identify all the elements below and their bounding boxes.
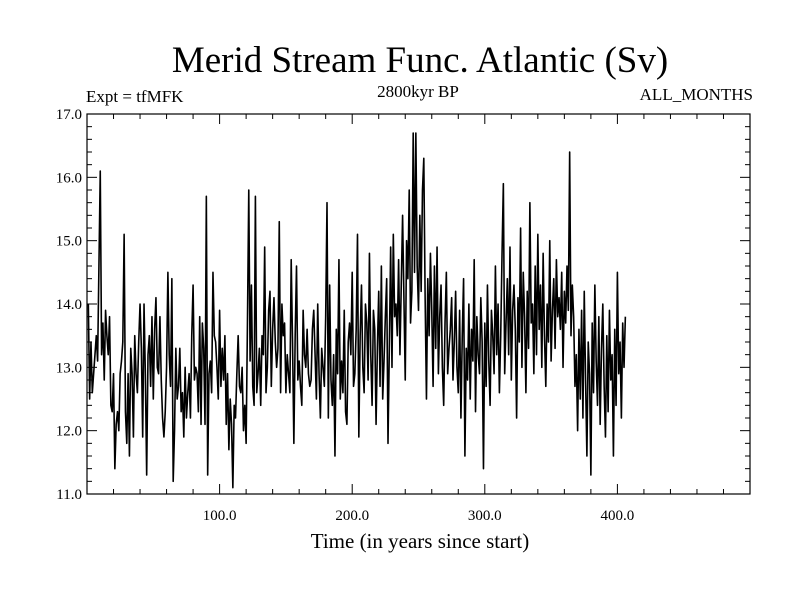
y-tick-label: 15.0	[56, 234, 82, 250]
x-axis-label: Time (in years since start)	[311, 529, 530, 553]
y-tick-label: 12.0	[56, 424, 82, 440]
plot-frame	[86, 113, 751, 495]
period-label: 2800kyr BP	[377, 82, 459, 101]
x-tick-label: 400.0	[601, 508, 635, 524]
series-line	[87, 132, 627, 489]
y-tick-label: 14.0	[56, 297, 82, 313]
y-tick-label: 16.0	[56, 170, 82, 186]
x-tick-label: 300.0	[468, 508, 502, 524]
x-tick-label: 100.0	[203, 508, 237, 524]
months-label: ALL_MONTHS	[640, 85, 753, 104]
axis-ticks	[87, 113, 750, 495]
y-tick-label: 11.0	[56, 487, 82, 503]
y-tick-label: 13.0	[56, 360, 82, 376]
x-tick-label: 200.0	[335, 508, 369, 524]
y-tick-label: 17.0	[56, 107, 82, 123]
chart-title: Merid Stream Func. Atlantic (Sv)	[172, 40, 668, 81]
axis-tick-labels: 100.0 200.0 300.0 400.0 11.0 12.0 13.0 14.0 15.0…	[56, 107, 635, 524]
experiment-label: Expt = tfMFK	[86, 87, 184, 106]
